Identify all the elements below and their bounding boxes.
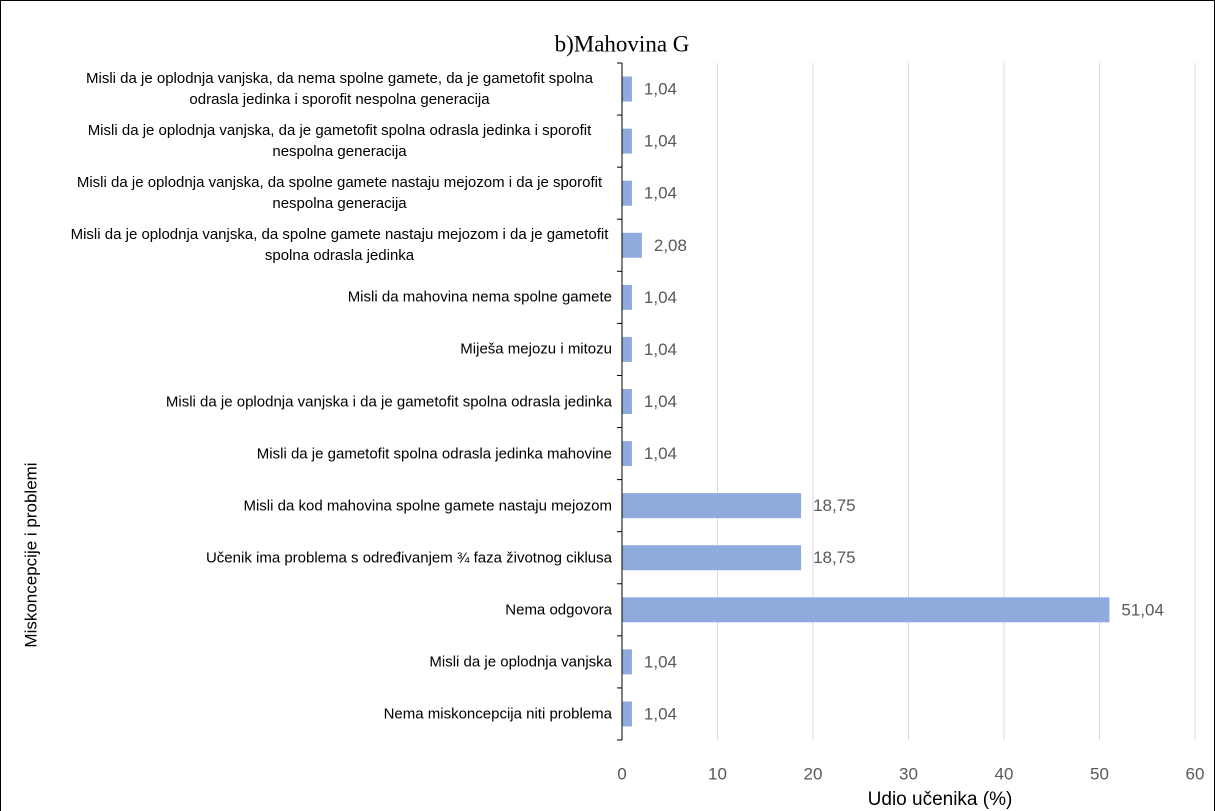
x-tick-label: 20 [804, 764, 823, 783]
bar [622, 76, 632, 102]
y-tick-text: Misli da je oplodnja vanjska [429, 653, 612, 671]
y-tick-text: Misli da je oplodnja vanjska, da spolne … [70, 226, 609, 265]
bar [622, 701, 632, 727]
x-tick-label: 30 [899, 764, 918, 783]
data-label: 1,04 [644, 444, 677, 463]
y-tick-label: Nema miskoncepcija niti problema [0, 703, 612, 724]
y-tick-text: Nema miskoncepcija niti problema [383, 705, 612, 723]
y-tick-label: Misli da kod mahovina spolne gamete nast… [0, 495, 612, 516]
bar [622, 545, 802, 571]
x-tick-label: 40 [995, 764, 1014, 783]
y-tick-label: Učenik ima problema s određivanjem ¾ faz… [0, 547, 612, 568]
data-label: 1,04 [644, 184, 677, 203]
bar [622, 597, 1110, 623]
data-label: 18,75 [813, 496, 856, 515]
x-tick-label: 50 [1090, 764, 1109, 783]
data-label: 1,04 [644, 392, 677, 411]
y-tick-label: Nema odgovora [0, 599, 612, 620]
bar [622, 284, 632, 310]
data-label: 1,04 [644, 80, 677, 99]
y-tick-text: Učenik ima problema s određivanjem ¾ faz… [205, 549, 612, 567]
data-label: 1,04 [644, 132, 677, 151]
data-label: 2,08 [654, 236, 687, 255]
bar [622, 441, 632, 467]
y-axis-title: Miskoncepcije i problemi [21, 462, 40, 647]
data-label: 1,04 [644, 704, 677, 723]
x-tick-label: 60 [1186, 764, 1205, 783]
data-label: 1,04 [644, 652, 677, 671]
bar [622, 180, 632, 206]
bar [622, 128, 632, 154]
y-tick-text: Misli da je gametofit spolna odrasla jed… [256, 445, 612, 463]
x-tick-label: 10 [708, 764, 727, 783]
y-tick-label: Miješa mejozu i mitozu [0, 339, 612, 360]
y-tick-label: Misli da je oplodnja vanjska, da spolne … [0, 224, 612, 266]
data-label: 51,04 [1121, 600, 1164, 619]
x-axis-title: Udio učenika (%) [868, 789, 1013, 810]
y-tick-label: Misli da je oplodnja vanjska, da je game… [0, 120, 612, 162]
bar [622, 649, 632, 675]
y-tick-text: Misli da je oplodnja vanjska, da nema sp… [86, 70, 593, 109]
data-label: 1,04 [644, 340, 677, 359]
bar [622, 232, 642, 258]
y-tick-label: Misli da je gametofit spolna odrasla jed… [0, 443, 612, 464]
y-tick-text: Misli da je oplodnja vanjska i da je gam… [165, 393, 612, 410]
y-tick-text: Misli da mahovina nema spolne gamete [347, 288, 612, 306]
bar [622, 389, 632, 414]
y-tick-label: Misli da je oplodnja vanjska [0, 651, 612, 672]
y-tick-label: Misli da je oplodnja vanjska, da nema sp… [0, 68, 612, 110]
data-label: 1,04 [644, 288, 677, 307]
x-tick-label: 0 [617, 764, 626, 783]
data-label: 18,75 [813, 548, 856, 567]
bar [622, 336, 632, 362]
y-tick-text: Nema odgovora [505, 601, 612, 619]
chart-title: b)Mahovina G [555, 31, 690, 56]
bar [622, 493, 802, 519]
y-tick-text: Misli da kod mahovina spolne gamete nast… [243, 497, 612, 515]
y-tick-label: Misli da mahovina nema spolne gamete [0, 287, 612, 308]
y-tick-label: Misli da je oplodnja vanjska i da je gam… [0, 391, 612, 412]
y-tick-text: Misli da je oplodnja vanjska, da spolne … [76, 174, 603, 213]
y-tick-text: Misli da je oplodnja vanjska, da je game… [87, 122, 592, 161]
y-tick-text: Miješa mejozu i mitozu [460, 340, 612, 358]
y-tick-label: Misli da je oplodnja vanjska, da spolne … [0, 172, 612, 214]
